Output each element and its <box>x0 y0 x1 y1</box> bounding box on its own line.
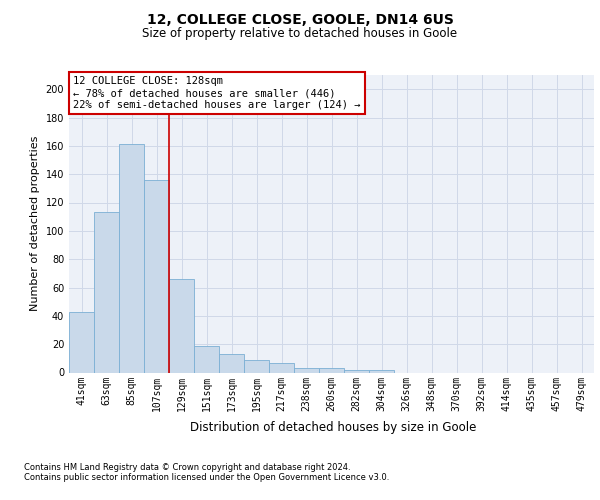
Y-axis label: Number of detached properties: Number of detached properties <box>30 136 40 312</box>
Text: Contains HM Land Registry data © Crown copyright and database right 2024.: Contains HM Land Registry data © Crown c… <box>24 464 350 472</box>
Text: 12 COLLEGE CLOSE: 128sqm
← 78% of detached houses are smaller (446)
22% of semi-: 12 COLLEGE CLOSE: 128sqm ← 78% of detach… <box>73 76 361 110</box>
Bar <box>144 180 169 372</box>
Text: Distribution of detached houses by size in Goole: Distribution of detached houses by size … <box>190 421 476 434</box>
Bar <box>369 370 394 372</box>
Bar <box>294 368 319 372</box>
Text: 12, COLLEGE CLOSE, GOOLE, DN14 6US: 12, COLLEGE CLOSE, GOOLE, DN14 6US <box>146 12 454 26</box>
Bar <box>319 368 344 372</box>
Text: Size of property relative to detached houses in Goole: Size of property relative to detached ho… <box>142 28 458 40</box>
Text: Contains public sector information licensed under the Open Government Licence v3: Contains public sector information licen… <box>24 474 389 482</box>
Bar <box>94 212 119 372</box>
Bar <box>194 346 219 372</box>
Bar <box>344 370 369 372</box>
Bar <box>69 312 94 372</box>
Bar <box>169 279 194 372</box>
Bar <box>269 362 294 372</box>
Bar <box>119 144 144 372</box>
Bar <box>219 354 244 372</box>
Bar <box>244 360 269 372</box>
